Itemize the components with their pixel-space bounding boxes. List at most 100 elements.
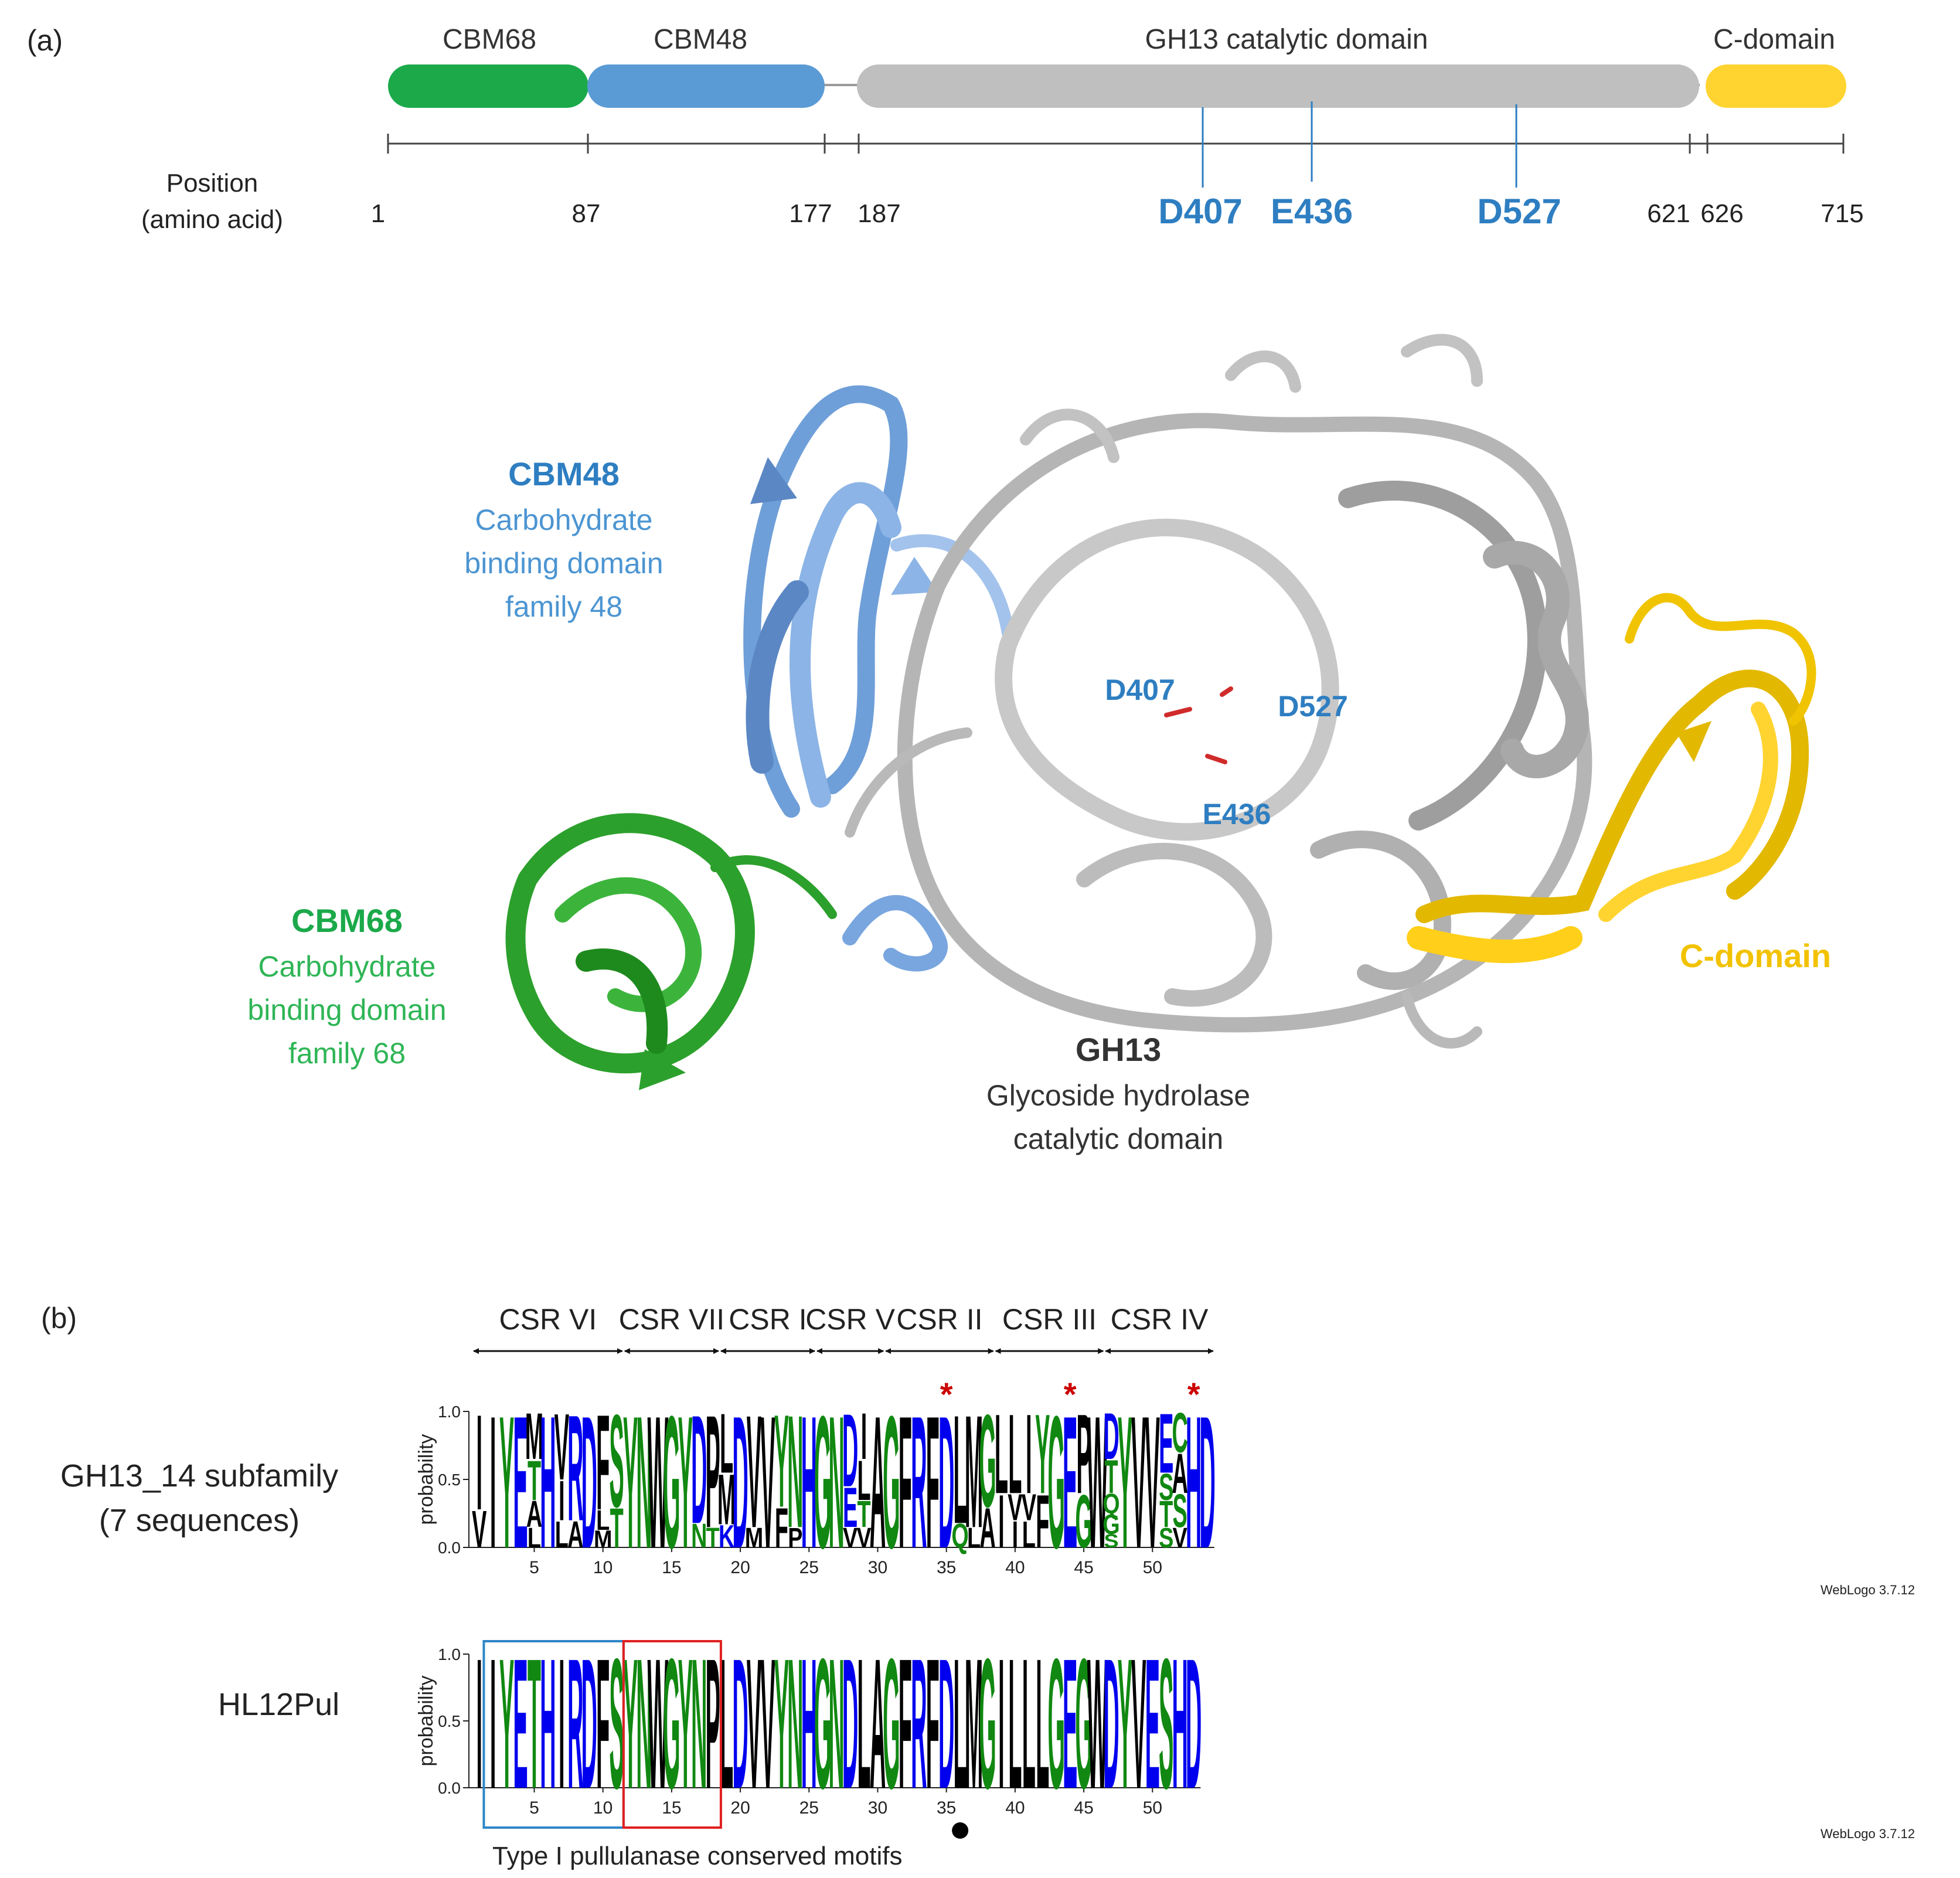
- logo-letter: V: [747, 1383, 761, 1561]
- logo1-x-tick-label: 30: [868, 1558, 887, 1577]
- logo-letter: V: [747, 1620, 761, 1828]
- logo-letter: H: [1172, 1620, 1188, 1828]
- logo2-x-tick-label: 35: [937, 1798, 956, 1818]
- logo-letter: D: [1199, 1376, 1215, 1588]
- logo2-y-tick-label: 1.0: [438, 1645, 461, 1663]
- logo-letter: L: [720, 1620, 733, 1828]
- cbm68-structure: [505, 813, 837, 1090]
- logo1-x-tick-label: 40: [1005, 1558, 1025, 1577]
- logo-letter: D: [1103, 1399, 1119, 1473]
- logo-letter: G: [1102, 1509, 1119, 1540]
- logo1-x-tick-label: 35: [937, 1558, 956, 1577]
- logo-letter: G: [814, 1620, 831, 1828]
- logo-letter: V: [1022, 1486, 1036, 1529]
- logo-letter: R: [911, 1620, 927, 1828]
- logo2-row-label: HL12Pul: [218, 1687, 340, 1722]
- logo-letter: Y: [623, 1376, 638, 1588]
- logo-letter: E: [1159, 1396, 1173, 1491]
- position-label-line2: (amino acid): [141, 205, 284, 234]
- cbm68-bar-label: CBM68: [442, 24, 537, 55]
- weblogo-credit-2: WebLogo 3.7.12: [1821, 1826, 1915, 1841]
- logo-letter: S: [1159, 1466, 1173, 1508]
- logo-letter: A: [1172, 1442, 1188, 1505]
- logo-letter: H: [540, 1376, 556, 1588]
- csr-region-label: CSR VI: [499, 1303, 597, 1336]
- logo-letter: W: [1087, 1376, 1108, 1588]
- logo-letter: L: [967, 1523, 981, 1554]
- logo-letter: D: [691, 1383, 707, 1556]
- logo-letter: V: [1131, 1620, 1146, 1828]
- logo-letter: E: [513, 1376, 528, 1588]
- position-1: 1: [370, 199, 386, 228]
- gh13-desc-line2: catalytic domain: [1013, 1122, 1224, 1155]
- structure-site-d527: D527: [1278, 690, 1348, 723]
- position-axis-label: Position (amino acid): [141, 165, 283, 238]
- position-177: 177: [789, 199, 832, 228]
- logo-letter: I: [998, 1620, 1005, 1828]
- logo-letter: F: [596, 1387, 610, 1539]
- logo-letter: S: [1159, 1620, 1173, 1828]
- logo-letter: Y: [678, 1620, 693, 1828]
- logo-letter: R: [567, 1384, 583, 1553]
- logo-letter: H: [1186, 1376, 1202, 1588]
- logo-letter: D: [1186, 1620, 1202, 1828]
- position-dot-marker: [952, 1822, 969, 1839]
- logo-letter: I: [1012, 1514, 1019, 1556]
- logo2-x-tick-label: 25: [799, 1798, 819, 1818]
- logo-letter: I: [476, 1387, 482, 1539]
- panel-a-label: (a): [27, 24, 63, 57]
- logo-letter: A: [979, 1496, 995, 1560]
- logo1-label-line1: GH13_14 subfamily: [60, 1458, 339, 1493]
- position-label-line1: Position: [166, 169, 258, 198]
- logo-letter: V: [1145, 1376, 1160, 1588]
- logo1-x-tick-label: 10: [593, 1558, 612, 1577]
- cbm48-bar-label: CBM48: [653, 24, 748, 55]
- logo-letter: I: [998, 1480, 1005, 1564]
- logo-letter: D: [842, 1620, 858, 1828]
- logo-letter: Y: [623, 1620, 638, 1828]
- logo2-x-tick-label: 5: [529, 1798, 539, 1818]
- logo-letter: T: [706, 1523, 720, 1554]
- logo-letter: H: [540, 1620, 556, 1828]
- logo-letter: R: [567, 1620, 583, 1828]
- logo1-x-tick-label: 50: [1143, 1558, 1162, 1577]
- logo-letter: V: [843, 1523, 858, 1554]
- logo1-y-tick-label: 1.0: [438, 1403, 461, 1421]
- logo1-row-label: GH13_14 subfamily (7 sequences): [60, 1454, 338, 1543]
- structure-site-d407: D407: [1105, 673, 1175, 706]
- logo1-label-line2: (7 sequences): [98, 1503, 300, 1538]
- logo-letter: Q: [951, 1518, 968, 1555]
- cbm48-structure-title: CBM48: [508, 455, 620, 492]
- logo-letter: V: [554, 1394, 569, 1499]
- logo-letter: E: [1063, 1376, 1077, 1588]
- logo-letter: C: [1172, 1401, 1188, 1465]
- site-e436: E436: [1270, 192, 1353, 231]
- motif-box-red: [622, 1640, 722, 1829]
- logo-letter: G: [1075, 1480, 1092, 1564]
- csr-region-label: CSR III: [1002, 1303, 1097, 1336]
- logo-letter: D: [732, 1620, 748, 1828]
- logo-letter: D: [732, 1376, 748, 1588]
- logo-letter: N: [636, 1376, 652, 1588]
- site-d407: D407: [1158, 192, 1243, 231]
- logo-letter: L: [1022, 1620, 1036, 1828]
- cbm48-bar: [587, 64, 825, 108]
- logo2-y-axis-label: probability: [415, 1676, 437, 1767]
- gh13-desc-line1: Glycoside hydrolase: [986, 1079, 1251, 1112]
- logo-letter: G: [1047, 1620, 1064, 1828]
- logo-letter: F: [899, 1620, 912, 1828]
- logo-letter: N: [636, 1620, 652, 1828]
- logo-letter: F: [775, 1496, 788, 1560]
- logo-letter: V: [472, 1499, 486, 1559]
- logo-letter: F: [899, 1376, 912, 1588]
- logo-letter: Y: [1035, 1390, 1050, 1518]
- logo-letter: L: [1022, 1514, 1036, 1556]
- logo-letter: S: [610, 1388, 624, 1535]
- logo-letter: T: [1159, 1493, 1173, 1536]
- logo-letter: V: [1008, 1486, 1022, 1529]
- logo-letter: S: [610, 1620, 624, 1828]
- logo-letter: S: [1173, 1485, 1187, 1538]
- logo-letter: T: [610, 1496, 624, 1560]
- logo-letter: V: [1131, 1376, 1146, 1588]
- logo-letter: T: [857, 1493, 870, 1536]
